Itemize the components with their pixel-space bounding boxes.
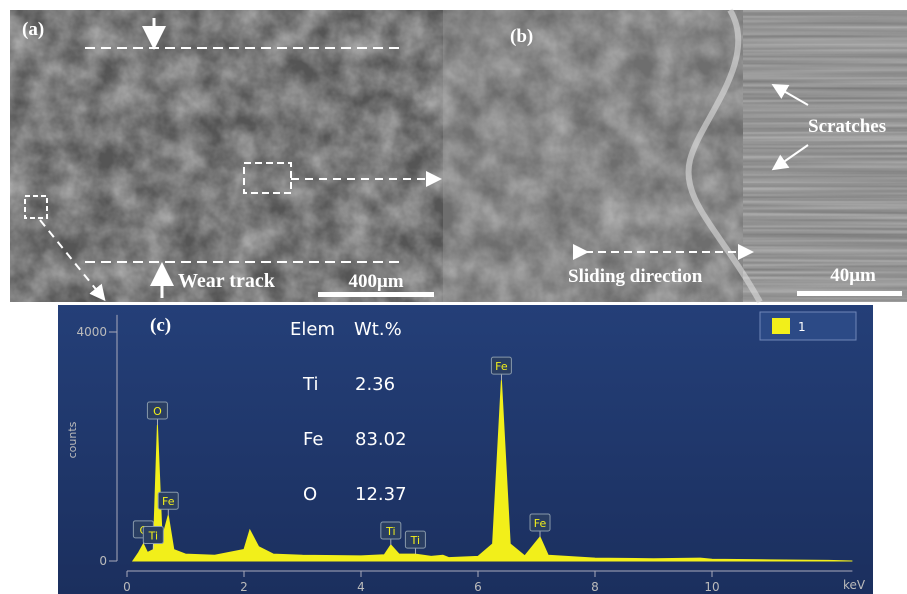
peak-label: Fe xyxy=(534,517,547,530)
peak-label: Ti xyxy=(148,530,158,543)
x-tick-label: 6 xyxy=(474,580,482,594)
annotation: Wear track xyxy=(178,270,276,292)
legend-swatch xyxy=(772,318,790,334)
annotation: Sliding direction xyxy=(568,266,703,287)
panel-label: (a) xyxy=(22,19,44,40)
table-value: 12.37 xyxy=(355,484,407,505)
y-tick-label: 4000 xyxy=(76,325,107,339)
x-tick-label: 4 xyxy=(357,580,365,594)
panel-c: (c) counts keV xyxy=(58,305,873,594)
panel-label: (c) xyxy=(150,315,171,336)
annotation: Scratches xyxy=(808,116,886,137)
peak-label: Fe xyxy=(495,360,508,373)
peak-label: Ti xyxy=(385,525,395,538)
peak-label: Fe xyxy=(162,495,175,508)
table-value: 83.02 xyxy=(355,429,407,450)
x-axis-label: keV xyxy=(843,578,866,592)
x-tick-label: 2 xyxy=(240,580,248,594)
table-element: Fe xyxy=(303,429,323,450)
scale-bar xyxy=(797,291,902,296)
legend-label: 1 xyxy=(798,320,806,334)
panel-label: (b) xyxy=(510,26,533,47)
peak-label: Ti xyxy=(410,534,420,547)
table-header: Elem xyxy=(290,319,335,340)
x-tick-label: 8 xyxy=(591,580,599,594)
panel-b: (b) Scratches Sliding direction 40μm xyxy=(443,10,907,302)
scale-bar-label: 40μm xyxy=(830,265,876,286)
scale-bar-label: 400μm xyxy=(348,271,403,292)
table-header: Wt.% xyxy=(354,319,402,340)
figure: (a) Wear track 400μm (b) Scratches Slidi… xyxy=(0,0,907,594)
x-tick-label: 10 xyxy=(704,580,719,594)
sem-texture-b xyxy=(443,10,743,302)
scale-bar xyxy=(318,292,434,297)
sem-smooth-b xyxy=(743,10,907,302)
y-axis-label: counts xyxy=(66,421,79,458)
table-value: 2.36 xyxy=(355,374,395,395)
x-tick-label: 0 xyxy=(123,580,131,594)
y-tick-label: 0 xyxy=(99,554,107,568)
peak-label: O xyxy=(153,405,162,418)
panel-a: (a) Wear track 400μm xyxy=(10,10,443,302)
eds-background xyxy=(58,305,873,594)
table-element: O xyxy=(303,484,317,505)
sem-texture-a xyxy=(10,10,443,302)
table-element: Ti xyxy=(302,374,318,395)
